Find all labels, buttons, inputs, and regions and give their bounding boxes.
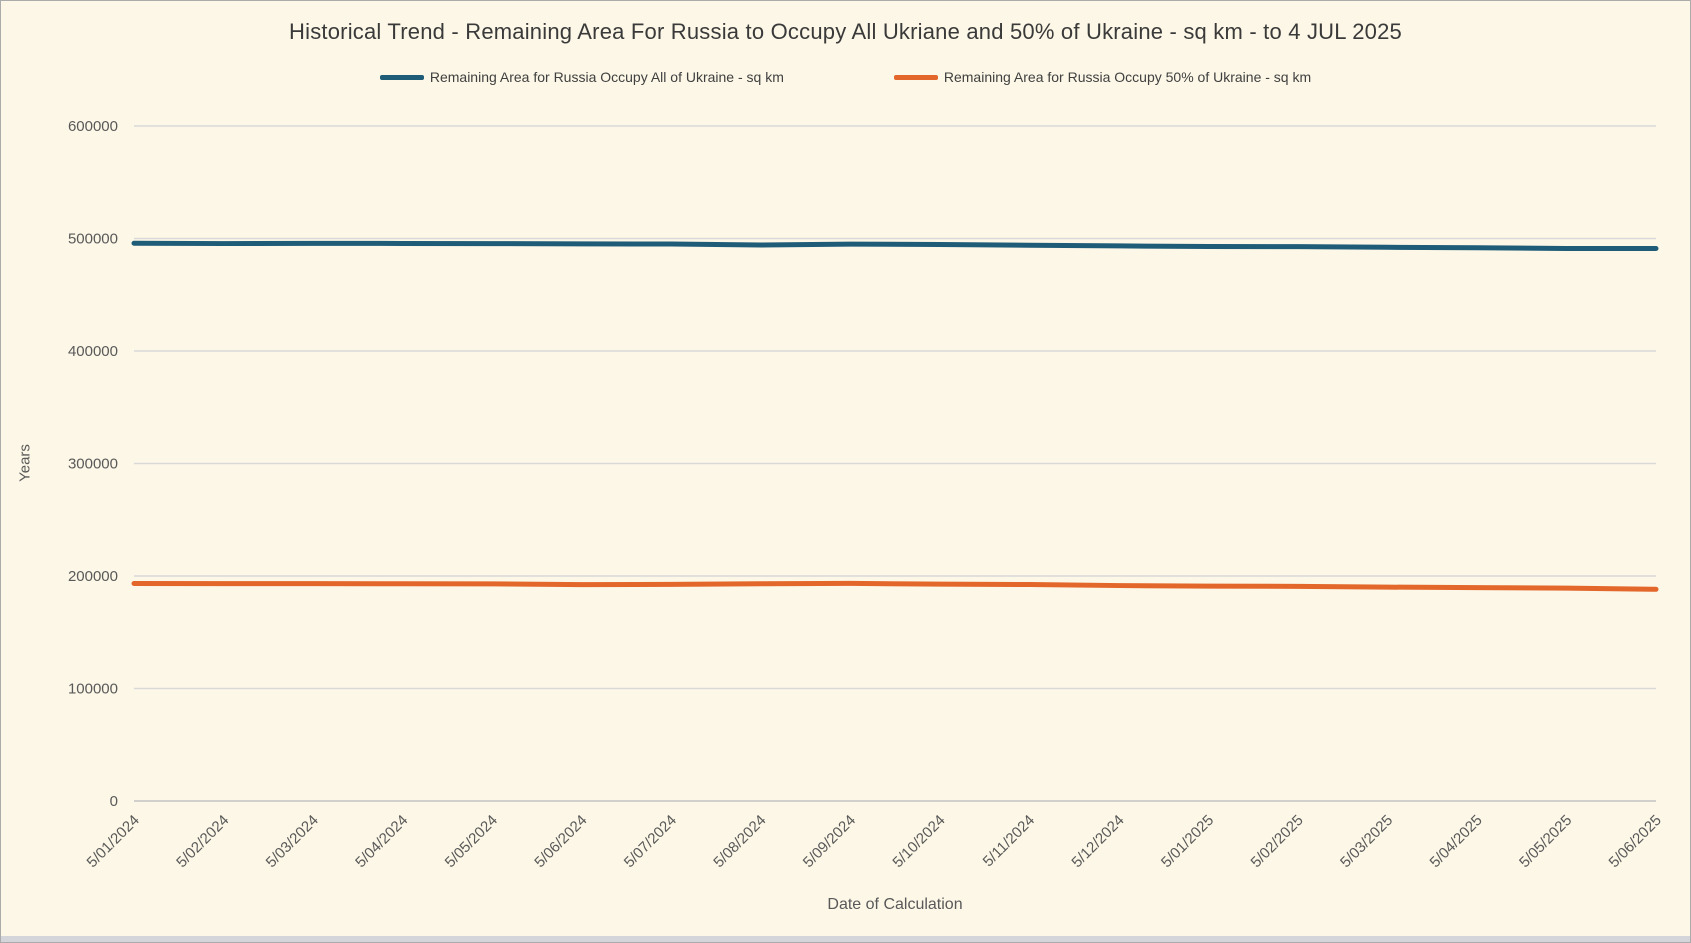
legend-label: Remaining Area for Russia Occupy All of … xyxy=(429,69,784,85)
window-bottom-border xyxy=(1,936,1690,942)
series-line xyxy=(131,580,1659,592)
x-tick-label: 5/04/2025 xyxy=(1427,812,1486,871)
x-tick-label: 5/03/2025 xyxy=(1337,812,1396,871)
legend-item: Remaining Area for Russia Occupy 50% of … xyxy=(893,69,1312,85)
chart-title: Historical Trend - Remaining Area For Ru… xyxy=(289,19,1402,44)
x-tick-label: 5/08/2024 xyxy=(710,812,769,871)
x-tick-label: 5/07/2024 xyxy=(621,812,680,871)
y-tick-label: 600000 xyxy=(68,118,118,135)
x-tick-label: 5/01/2024 xyxy=(84,812,143,871)
legend-label: Remaining Area for Russia Occupy 50% of … xyxy=(943,69,1312,85)
y-axis-title: Years xyxy=(16,444,34,482)
x-tick-label: 5/01/2025 xyxy=(1158,812,1217,871)
x-tick-label: 5/04/2024 xyxy=(352,812,411,871)
x-tick-label: 5/10/2024 xyxy=(889,812,948,871)
x-tick-label: 5/06/2025 xyxy=(1606,812,1665,871)
y-tick-label: 0 xyxy=(110,793,118,810)
series-line xyxy=(131,240,1659,252)
y-tick-label: 200000 xyxy=(68,568,118,585)
legend-swatch-icon xyxy=(379,74,424,80)
x-tick-label: 5/02/2024 xyxy=(173,812,232,871)
y-tick-label: 400000 xyxy=(68,343,118,360)
legend-item: Remaining Area for Russia Occupy All of … xyxy=(379,69,784,85)
x-tick-label: 5/02/2025 xyxy=(1248,812,1307,871)
y-tick-label: 300000 xyxy=(68,456,118,473)
x-tick-label: 5/09/2024 xyxy=(800,812,859,871)
x-tick-label: 5/11/2024 xyxy=(980,812,1038,870)
y-tick-label: 100000 xyxy=(68,681,118,698)
x-tick-label: 5/06/2024 xyxy=(531,812,590,871)
x-tick-label: 5/05/2025 xyxy=(1516,812,1575,871)
x-axis-title: Date of Calculation xyxy=(827,896,963,913)
x-tick-label: 5/05/2024 xyxy=(442,812,501,871)
x-tick-label: 5/12/2024 xyxy=(1068,812,1127,871)
y-tick-label: 500000 xyxy=(68,231,118,248)
chart-legend: Remaining Area for Russia Occupy All of … xyxy=(1,69,1690,85)
legend-swatch-icon xyxy=(893,74,938,80)
x-tick-label: 5/03/2024 xyxy=(263,812,322,871)
